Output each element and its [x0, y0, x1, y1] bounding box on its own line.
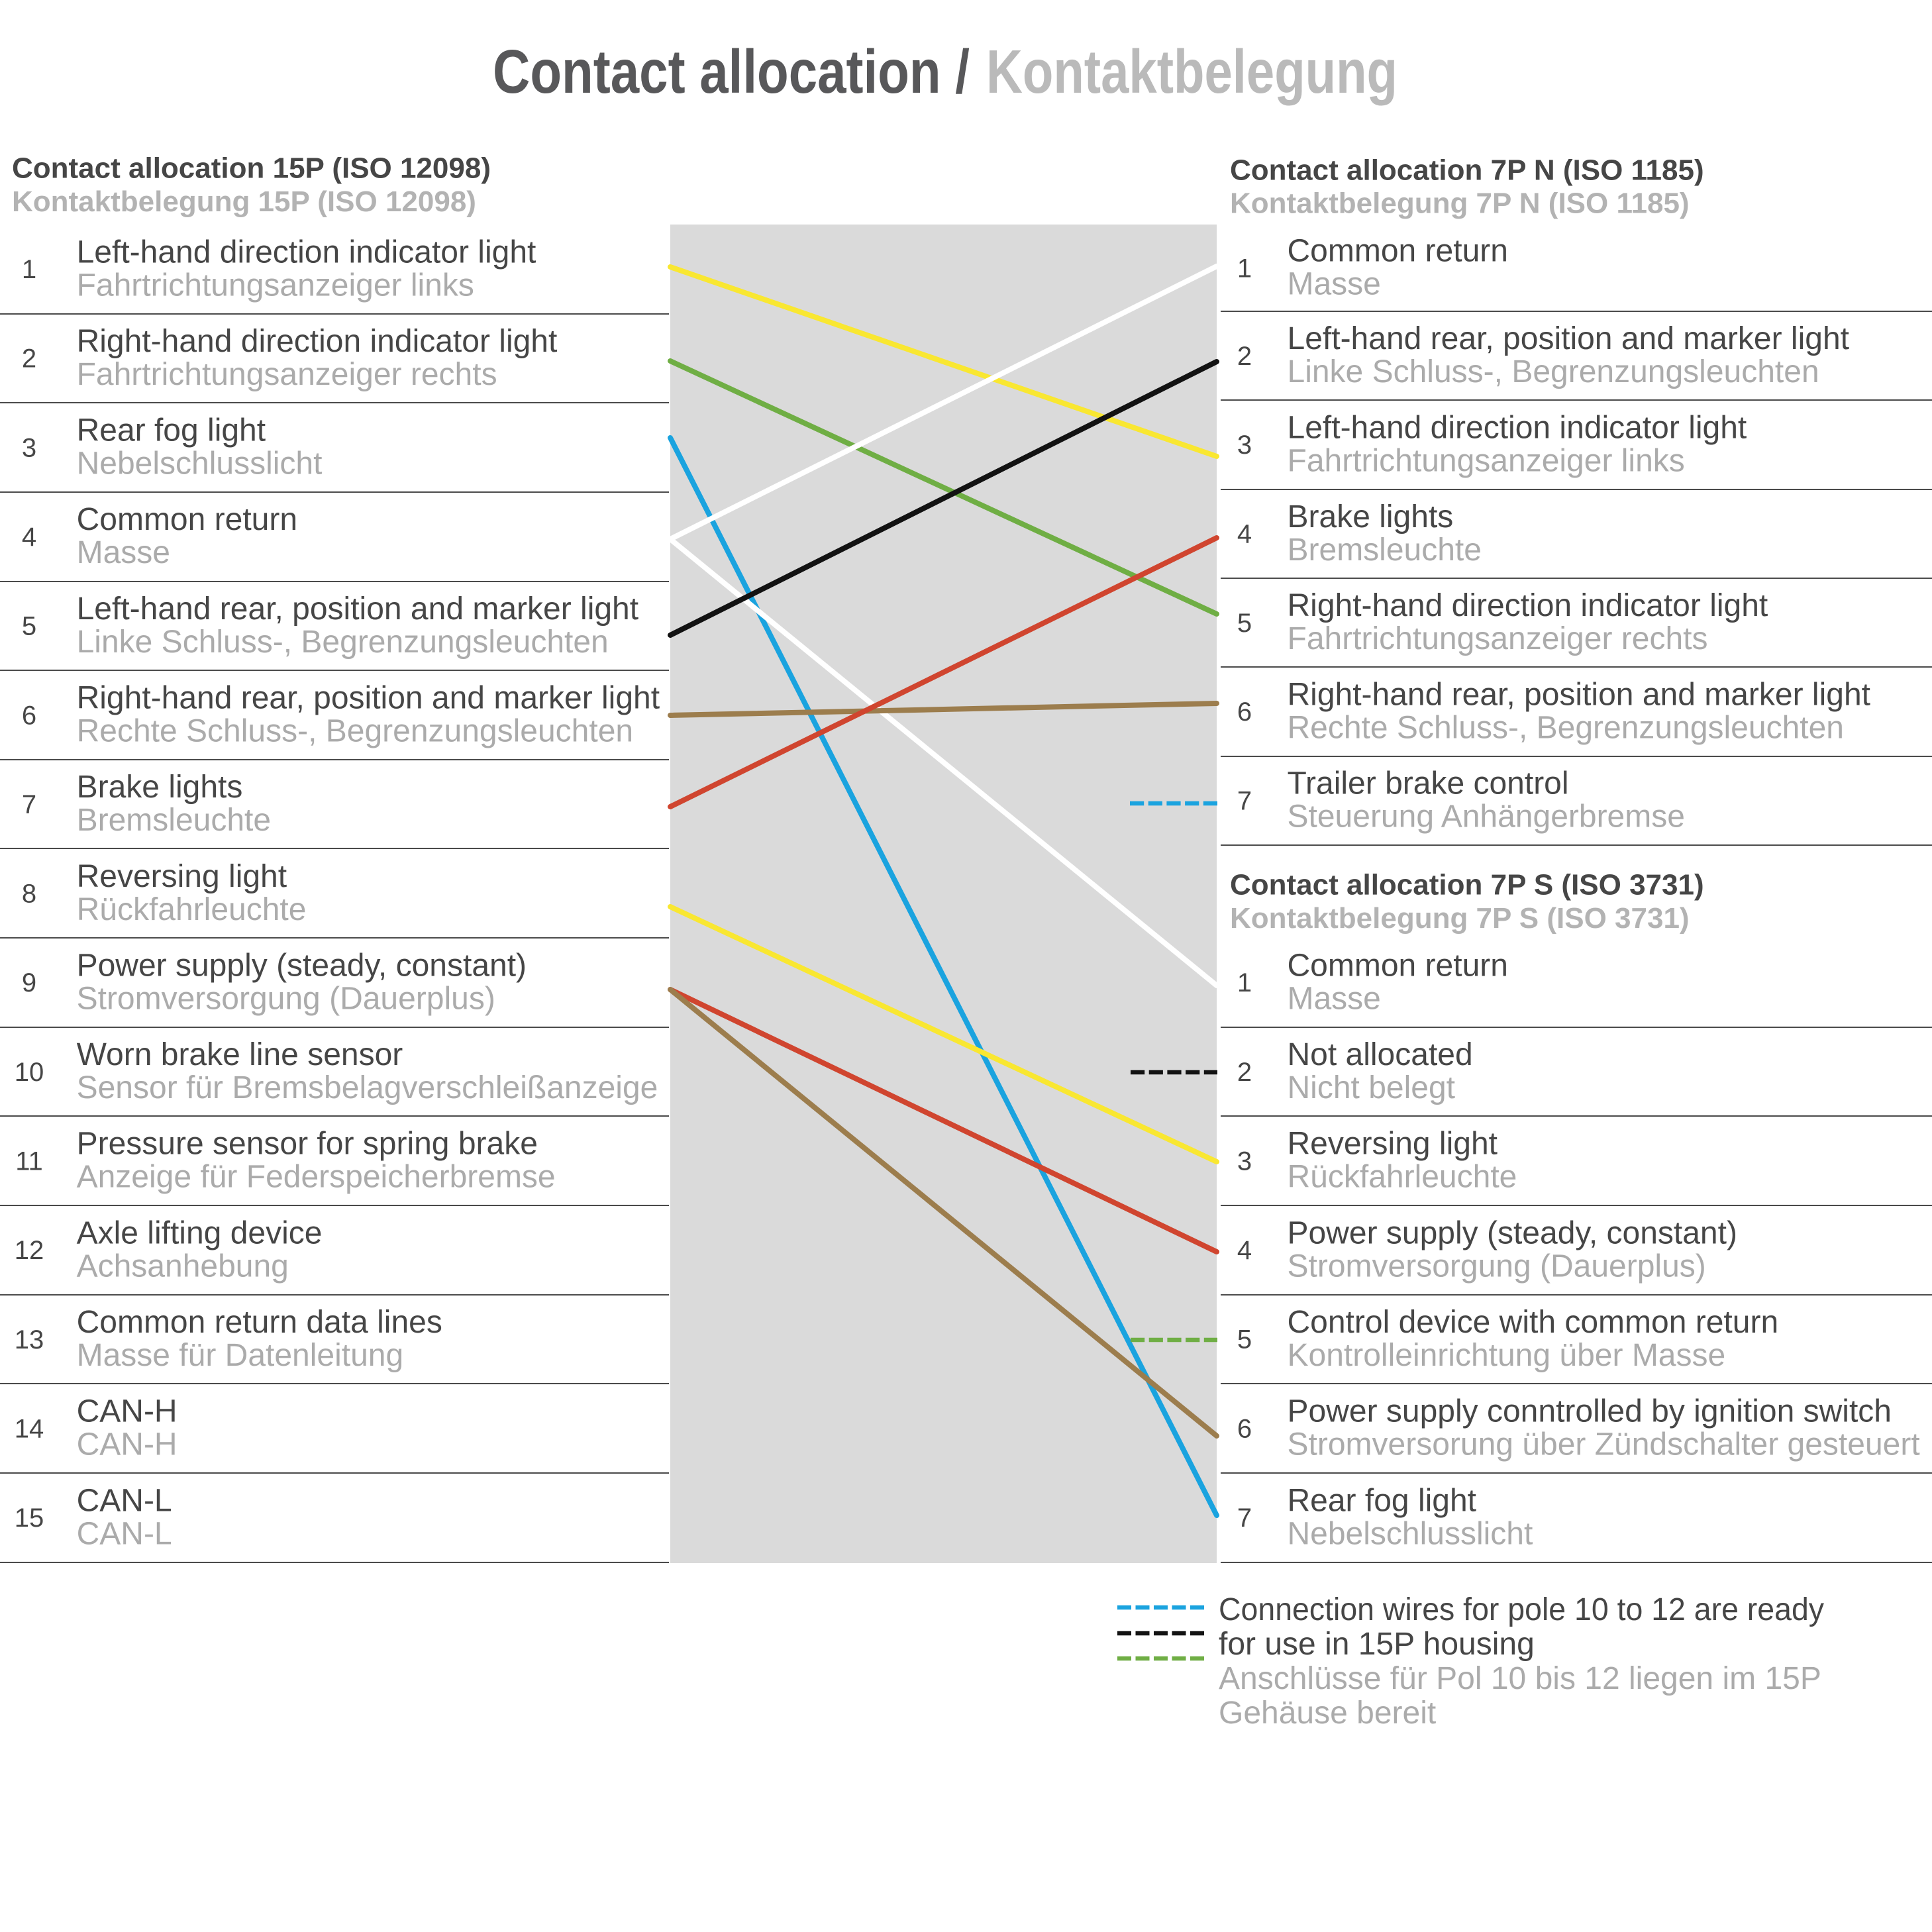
svg-text:Linke Schluss-, Begrenzungsleu: Linke Schluss-, Begrenzungsleuchten: [77, 625, 609, 660]
svg-text:5: 5: [1237, 609, 1252, 638]
svg-text:Rear fog light: Rear fog light: [77, 413, 266, 448]
svg-text:2: 2: [1237, 1058, 1252, 1087]
svg-text:Axle lifting device: Axle lifting device: [77, 1215, 323, 1250]
svg-text:1: 1: [1237, 968, 1252, 997]
svg-text:Rückfahrleuchte: Rückfahrleuchte: [77, 892, 307, 927]
svg-text:Bremsleuchte: Bremsleuchte: [77, 803, 271, 838]
svg-text:Masse für Datenleitung: Masse für Datenleitung: [77, 1338, 404, 1373]
svg-text:3: 3: [1237, 1146, 1252, 1176]
svg-text:Right-hand direction indicator: Right-hand direction indicator light: [77, 324, 558, 359]
svg-text:Rechte Schluss-, Begrenzungsle: Rechte Schluss-, Begrenzungsleuchten: [77, 714, 634, 749]
svg-text:Rear fog light: Rear fog light: [1288, 1483, 1477, 1518]
svg-text:Trailer brake control: Trailer brake control: [1288, 766, 1569, 801]
svg-text:Contact allocation 7P S (ISO 3: Contact allocation 7P S (ISO 3731): [1230, 869, 1704, 901]
svg-text:Achsanhebung: Achsanhebung: [77, 1248, 289, 1284]
svg-text:Common return: Common return: [77, 502, 297, 537]
svg-text:Common return: Common return: [1288, 948, 1508, 983]
svg-text:Connection wires for pole 10 t: Connection wires for pole 10 to 12 are r…: [1219, 1592, 1824, 1627]
svg-text:Nebelschlusslicht: Nebelschlusslicht: [77, 446, 323, 482]
svg-text:CAN-L: CAN-L: [77, 1483, 172, 1518]
svg-text:Nicht belegt: Nicht belegt: [1288, 1070, 1455, 1105]
svg-text:Rückfahrleuchte: Rückfahrleuchte: [1288, 1160, 1517, 1195]
svg-text:13: 13: [15, 1325, 44, 1354]
svg-text:4: 4: [1237, 520, 1252, 549]
svg-text:Brake lights: Brake lights: [77, 770, 243, 805]
svg-text:Common return data lines: Common return data lines: [77, 1305, 442, 1340]
svg-text:Fahrtrichtungsanzeiger rechts: Fahrtrichtungsanzeiger rechts: [77, 357, 497, 392]
svg-text:Pressure sensor for spring bra: Pressure sensor for spring brake: [77, 1127, 538, 1162]
svg-text:Masse: Masse: [1288, 981, 1381, 1016]
svg-text:Kontrolleinrichtung über Masse: Kontrolleinrichtung über Masse: [1288, 1338, 1726, 1373]
svg-text:Kontaktbelegung 15P (ISO 12098: Kontaktbelegung 15P (ISO 12098): [12, 185, 476, 218]
svg-text:Kontaktbelegung 7P S (ISO 3731: Kontaktbelegung 7P S (ISO 3731): [1230, 902, 1690, 935]
svg-text:Control device with common ret: Control device with common return: [1288, 1305, 1779, 1340]
svg-text:1: 1: [1237, 254, 1252, 283]
svg-text:10: 10: [15, 1058, 44, 1087]
svg-text:CAN-H: CAN-H: [77, 1427, 178, 1462]
svg-text:4: 4: [22, 523, 36, 552]
svg-text:Sensor für Bremsbelagverschlei: Sensor für Bremsbelagverschleißanzeige: [77, 1070, 658, 1105]
svg-text:Nebelschlusslicht: Nebelschlusslicht: [1288, 1516, 1533, 1551]
svg-text:Power supply conntrolled by ig: Power supply conntrolled by ignition swi…: [1288, 1394, 1892, 1429]
svg-text:14: 14: [15, 1414, 44, 1443]
svg-text:Bremsleuchte: Bremsleuchte: [1288, 533, 1482, 568]
svg-text:Reversing light: Reversing light: [1288, 1127, 1498, 1162]
svg-text:Stromversorgung (Dauerplus): Stromversorgung (Dauerplus): [1288, 1248, 1706, 1284]
svg-text:for use in 15P housing: for use in 15P housing: [1219, 1627, 1535, 1662]
svg-text:Brake lights: Brake lights: [1288, 499, 1454, 534]
svg-text:Rechte Schluss-, Begrenzungsle: Rechte Schluss-, Begrenzungsleuchten: [1288, 710, 1845, 745]
svg-text:11: 11: [15, 1146, 43, 1176]
svg-text:Stromversorgung (Dauerplus): Stromversorgung (Dauerplus): [77, 981, 495, 1016]
svg-text:3: 3: [22, 433, 36, 462]
svg-text:6: 6: [22, 701, 36, 730]
svg-text:Common return: Common return: [1288, 234, 1508, 269]
svg-text:CAN-L: CAN-L: [77, 1516, 172, 1551]
svg-text:Not allocated: Not allocated: [1288, 1037, 1473, 1072]
svg-text:Worn brake line sensor: Worn brake line sensor: [77, 1037, 403, 1072]
svg-text:Left-hand rear, position and m: Left-hand rear, position and marker ligh…: [1288, 321, 1849, 356]
svg-text:5: 5: [1237, 1325, 1252, 1354]
svg-text:Kontaktbelegung: Kontaktbelegung: [986, 37, 1398, 106]
svg-text:9: 9: [22, 968, 36, 997]
svg-text:Fahrtrichtungsanzeiger links: Fahrtrichtungsanzeiger links: [1288, 443, 1685, 478]
svg-text:7: 7: [22, 790, 36, 819]
svg-text:2: 2: [22, 344, 36, 374]
svg-text:1: 1: [22, 255, 36, 284]
svg-text:Power supply (steady, constant: Power supply (steady, constant): [77, 948, 527, 983]
svg-text:Contact allocation 7P N (ISO 1: Contact allocation 7P N (ISO 1185): [1230, 154, 1704, 187]
svg-text:15: 15: [15, 1503, 44, 1533]
svg-text:6: 6: [1237, 697, 1252, 727]
svg-text:6: 6: [1237, 1414, 1252, 1443]
svg-text:CAN-H: CAN-H: [77, 1394, 178, 1429]
svg-text:Masse: Masse: [77, 535, 170, 570]
svg-text:Right-hand rear, position and: Right-hand rear, position and marker lig…: [1288, 677, 1870, 712]
svg-text:8: 8: [22, 880, 36, 909]
svg-text:4: 4: [1237, 1236, 1252, 1265]
svg-text:12: 12: [15, 1236, 44, 1265]
svg-text:7: 7: [1237, 786, 1252, 815]
svg-text:Fahrtrichtungsanzeiger rechts: Fahrtrichtungsanzeiger rechts: [1288, 621, 1708, 656]
svg-text:Steuerung Anhängerbremse: Steuerung Anhängerbremse: [1288, 799, 1685, 835]
svg-text:Left-hand rear, position and m: Left-hand rear, position and marker ligh…: [77, 591, 638, 627]
svg-text:Anzeige für Federspeicherbrems: Anzeige für Federspeicherbremse: [77, 1160, 556, 1195]
svg-text:7: 7: [1237, 1503, 1252, 1533]
svg-text:5: 5: [22, 612, 36, 641]
svg-text:Right-hand direction indicator: Right-hand direction indicator light: [1288, 588, 1768, 623]
svg-text:Stromversorung über Zündschalt: Stromversorung über Zündschalter gesteue…: [1288, 1427, 1920, 1462]
svg-text:Masse: Masse: [1288, 267, 1381, 302]
svg-text:Kontaktbelegung 7P N (ISO 1185: Kontaktbelegung 7P N (ISO 1185): [1230, 187, 1690, 220]
svg-text:Left-hand direction indicator: Left-hand direction indicator light: [1288, 410, 1747, 445]
svg-text:Power supply (steady, constant: Power supply (steady, constant): [1288, 1215, 1737, 1250]
svg-text:3: 3: [1237, 431, 1252, 460]
svg-text:Linke Schluss-, Begrenzungsleu: Linke Schluss-, Begrenzungsleuchten: [1288, 354, 1819, 389]
svg-text:Anschlüsse für Pol 10 bis 12 l: Anschlüsse für Pol 10 bis 12 liegen im 1…: [1219, 1661, 1821, 1696]
svg-text:Fahrtrichtungsanzeiger links: Fahrtrichtungsanzeiger links: [77, 268, 474, 303]
svg-text:Reversing light: Reversing light: [77, 859, 287, 894]
svg-text:Gehäuse bereit: Gehäuse bereit: [1219, 1696, 1436, 1731]
svg-text:Right-hand rear, position and: Right-hand rear, position and marker lig…: [77, 681, 660, 716]
svg-text:2: 2: [1237, 342, 1252, 371]
svg-text:Contact allocation 15P (ISO 12: Contact allocation 15P (ISO 12098): [12, 152, 491, 185]
svg-text:Contact allocation /: Contact allocation /: [493, 37, 970, 106]
svg-text:Left-hand direction indicator: Left-hand direction indicator light: [77, 234, 536, 270]
